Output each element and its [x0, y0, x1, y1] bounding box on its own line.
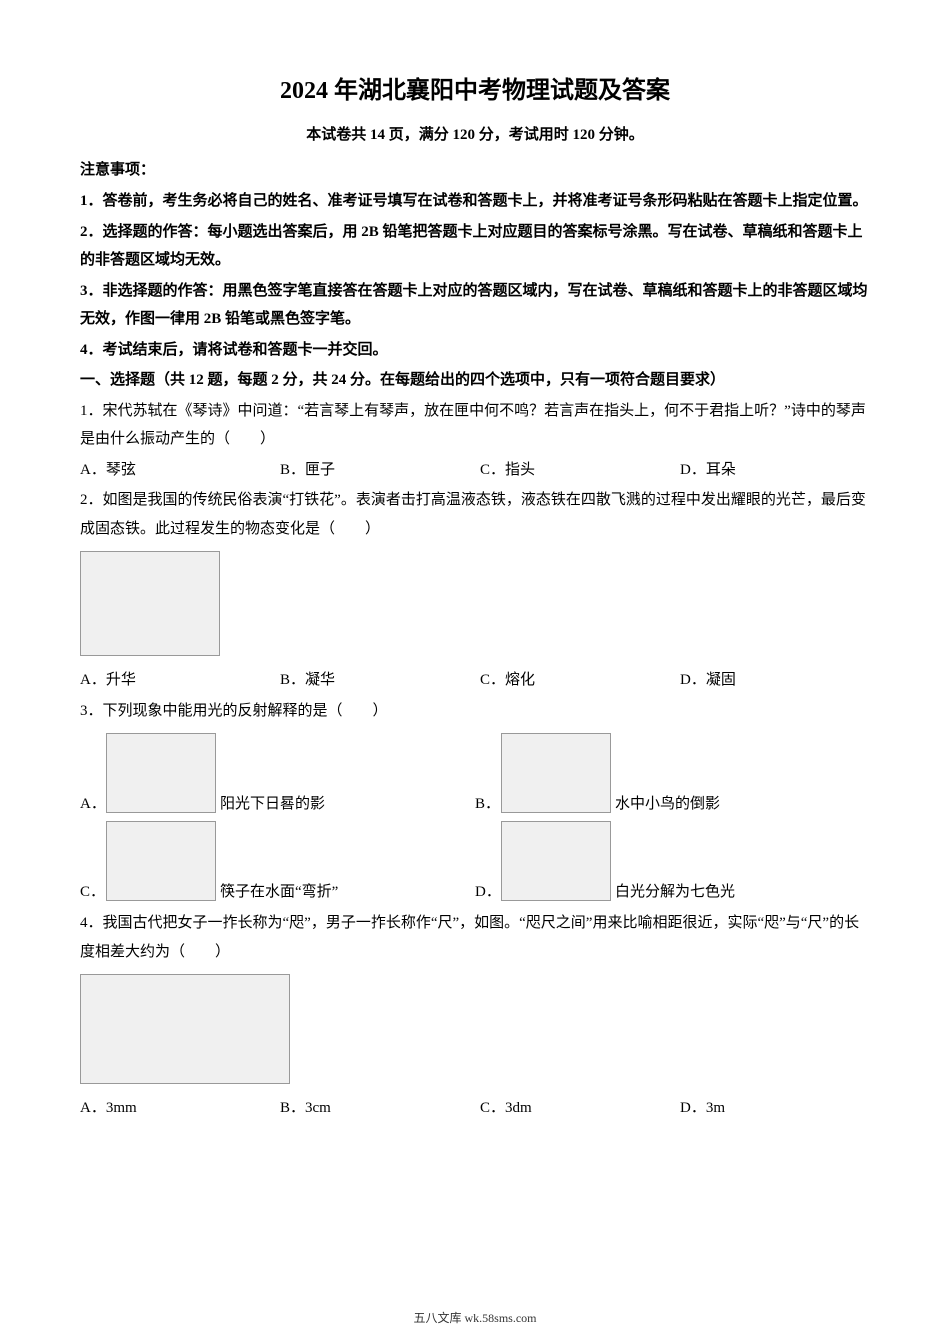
notice-item-2: 2．选择题的作答：每小题选出答案后，用 2B 铅笔把答题卡上对应题目的答案标号涂… [80, 218, 870, 275]
q2-image [80, 551, 220, 656]
q4-opt-a: A．3mm [80, 1094, 280, 1123]
q3-desc-c: 筷子在水面“弯折” [220, 880, 338, 901]
section-1-heading: 一、选择题（共 12 题，每题 2 分，共 24 分。在每题给出的四个选项中，只… [80, 366, 870, 395]
q3-image-c [106, 821, 216, 901]
q4-opt-b: B．3cm [280, 1094, 480, 1123]
q3-cell-b: B． 水中小鸟的倒影 [475, 733, 870, 813]
q3-label-b: B． [475, 792, 501, 813]
q3-desc-b: 水中小鸟的倒影 [615, 792, 720, 813]
q3-image-d [501, 821, 611, 901]
q1-text: 1．宋代苏轼在《琴诗》中问道：“若言琴上有琴声，放在匣中何不鸣？若言声在指头上，… [80, 397, 870, 454]
q3-row-2: C． 筷子在水面“弯折” D． 白光分解为七色光 [80, 821, 870, 901]
q3-label-d: D． [475, 880, 501, 901]
q3-label-a: A． [80, 792, 106, 813]
q3-label-c: C． [80, 880, 106, 901]
q4-options: A．3mm B．3cm C．3dm D．3m [80, 1094, 870, 1123]
q4-opt-c: C．3dm [480, 1094, 680, 1123]
page-footer: 五八文库 wk.58sms.com [0, 1309, 950, 1326]
notice-heading: 注意事项： [80, 158, 870, 179]
q4-text: 4．我国古代把女子一拃长称为“咫”，男子一拃长称作“尺”，如图。“咫尺之间”用来… [80, 909, 870, 966]
q3-image-a [106, 733, 216, 813]
q2-text: 2．如图是我国的传统民俗表演“打铁花”。表演者击打高温液态铁，液态铁在四散飞溅的… [80, 486, 870, 543]
q1-options: A．琴弦 B．匣子 C．指头 D．耳朵 [80, 456, 870, 485]
q2-opt-b: B．凝华 [280, 666, 480, 695]
q3-desc-a: 阳光下日晷的影 [220, 792, 325, 813]
q1-opt-b: B．匣子 [280, 456, 480, 485]
q2-opt-c: C．熔化 [480, 666, 680, 695]
q3-cell-d: D． 白光分解为七色光 [475, 821, 870, 901]
q3-text: 3．下列现象中能用光的反射解释的是（ ） [80, 697, 870, 726]
q3-desc-d: 白光分解为七色光 [615, 880, 735, 901]
q2-opt-a: A．升华 [80, 666, 280, 695]
q3-row-1: A． 阳光下日晷的影 B． 水中小鸟的倒影 [80, 733, 870, 813]
q4-image [80, 974, 290, 1084]
q1-opt-d: D．耳朵 [680, 456, 880, 485]
q3-cell-c: C． 筷子在水面“弯折” [80, 821, 475, 901]
q2-options: A．升华 B．凝华 C．熔化 D．凝固 [80, 666, 870, 695]
notice-item-4: 4．考试结束后，请将试卷和答题卡一并交回。 [80, 336, 870, 365]
page-subtitle: 本试卷共 14 页，满分 120 分，考试用时 120 分钟。 [80, 123, 870, 144]
q3-image-b [501, 733, 611, 813]
page-title: 2024 年湖北襄阳中考物理试题及答案 [80, 70, 870, 105]
q1-opt-a: A．琴弦 [80, 456, 280, 485]
notice-item-1: 1．答卷前，考生务必将自己的姓名、准考证号填写在试卷和答题卡上，并将准考证号条形… [80, 187, 870, 216]
notice-item-3: 3．非选择题的作答：用黑色签字笔直接答在答题卡上对应的答题区域内，写在试卷、草稿… [80, 277, 870, 334]
q1-opt-c: C．指头 [480, 456, 680, 485]
q4-opt-d: D．3m [680, 1094, 880, 1123]
q3-cell-a: A． 阳光下日晷的影 [80, 733, 475, 813]
q2-opt-d: D．凝固 [680, 666, 880, 695]
